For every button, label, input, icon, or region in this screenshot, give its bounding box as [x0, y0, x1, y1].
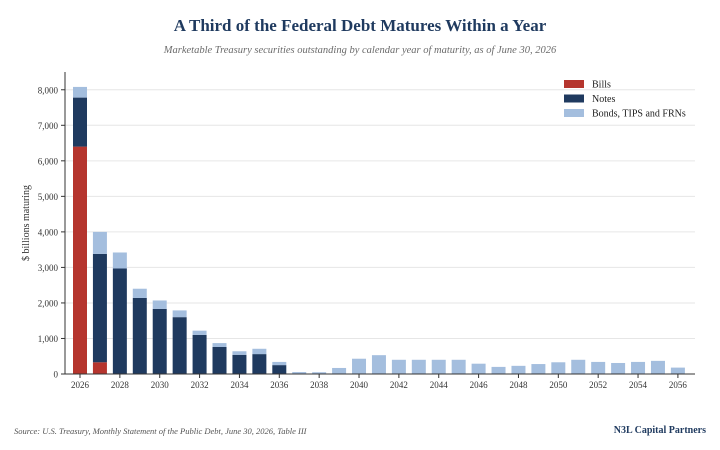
bar-segment	[212, 346, 227, 374]
bar-segment	[650, 360, 665, 374]
bar-segment	[591, 361, 606, 374]
x-tick-label: 2034	[230, 380, 249, 390]
bar-segment	[172, 317, 187, 374]
legend: Bills Notes Bonds, TIPS and FRNs	[564, 80, 686, 120]
bar-segment	[92, 253, 107, 363]
legend-swatch	[564, 109, 584, 117]
x-tick-label: 2030	[151, 380, 170, 390]
bar-segment	[352, 358, 367, 374]
bar-segment	[232, 354, 247, 374]
bar-segment	[471, 363, 486, 374]
grid-lines	[65, 89, 695, 339]
x-tick-label: 2026	[71, 380, 90, 390]
bar-segment	[611, 362, 626, 374]
y-tick-label: 8,000	[38, 85, 59, 95]
x-tick-label: 2028	[111, 380, 130, 390]
bar-segment	[491, 366, 506, 374]
bar-segment	[451, 359, 466, 374]
x-tick-label: 2056	[669, 380, 688, 390]
source-note: Source: U.S. Treasury, Monthly Statement…	[14, 426, 307, 436]
bar-segment	[132, 288, 147, 298]
x-axis-ticks: 2026 2028 2030 2032 2034 2036 2038 2040 2042 2044…	[71, 374, 687, 390]
x-tick-label: 2052	[589, 380, 607, 390]
bar-segment	[272, 365, 287, 374]
bar-segment	[511, 365, 526, 374]
bar-segment	[272, 361, 287, 366]
x-tick-label: 2054	[629, 380, 648, 390]
bar-segment	[391, 359, 406, 374]
bar-segment	[232, 351, 247, 355]
bar-segment	[92, 231, 107, 254]
y-tick-label: 1,000	[38, 334, 59, 344]
bar-segment	[152, 308, 167, 374]
bar-segment	[73, 146, 87, 374]
y-tick-label: 7,000	[38, 121, 59, 131]
y-axis-ticks: 0 1,000 2,000 3,000 4,000 5,000 6,000 7,000 8,00…	[38, 85, 65, 380]
bar-segment	[192, 330, 207, 335]
x-tick-label: 2046	[470, 380, 489, 390]
bar-segment	[292, 372, 307, 374]
bar-segment	[92, 362, 107, 374]
bar-segment	[312, 372, 327, 374]
chart-title: A Third of the Federal Debt Matures With…	[173, 16, 547, 35]
legend-label: Bonds, TIPS and FRNs	[592, 109, 686, 120]
x-tick-label: 2048	[509, 380, 528, 390]
legend-swatch	[564, 80, 584, 88]
y-tick-label: 5,000	[38, 192, 59, 202]
bar-segment	[172, 310, 187, 318]
x-tick-label: 2050	[549, 380, 568, 390]
legend-swatch	[564, 94, 584, 103]
x-tick-label: 2038	[310, 380, 329, 390]
bar-segment	[332, 367, 347, 374]
legend-label: Notes	[592, 94, 615, 105]
bar-segment	[192, 334, 207, 374]
x-tick-label: 2042	[390, 380, 408, 390]
chart-subtitle: Marketable Treasury securities outstandi…	[163, 45, 557, 56]
bar-segment	[431, 359, 446, 374]
bar-segment	[112, 268, 127, 374]
y-tick-label: 0	[54, 370, 59, 380]
bar-segment	[371, 355, 386, 374]
x-tick-label: 2044	[430, 380, 449, 390]
bar-segment	[411, 359, 426, 374]
x-tick-label: 2036	[270, 380, 289, 390]
y-tick-label: 3,000	[38, 263, 59, 273]
bar-segment	[132, 297, 147, 374]
bar-segment	[531, 364, 546, 374]
maturity-bar-chart: 0 1,000 2,000 3,000 4,000 5,000 6,000 7,000 8,00…	[21, 72, 695, 390]
bars	[73, 86, 685, 374]
bar-segment	[152, 300, 167, 309]
bar-segment	[112, 252, 127, 269]
bar-segment	[212, 343, 227, 347]
y-tick-label: 2,000	[38, 298, 59, 308]
y-tick-label: 4,000	[38, 227, 59, 237]
bar-segment	[670, 367, 685, 374]
y-tick-label: 6,000	[38, 156, 59, 166]
bar-segment	[252, 354, 267, 374]
legend-label: Bills	[592, 80, 611, 91]
bar-segment	[571, 359, 586, 374]
brand-name: N3L Capital Partners	[613, 425, 706, 436]
bar-segment	[551, 362, 566, 374]
bar-segment	[73, 97, 87, 147]
bar-segment	[73, 86, 87, 98]
y-axis-label: $ billions maturing	[21, 185, 32, 261]
bar-segment	[252, 348, 267, 355]
x-tick-label: 2032	[191, 380, 209, 390]
bar-segment	[631, 361, 646, 374]
x-tick-label: 2040	[350, 380, 369, 390]
